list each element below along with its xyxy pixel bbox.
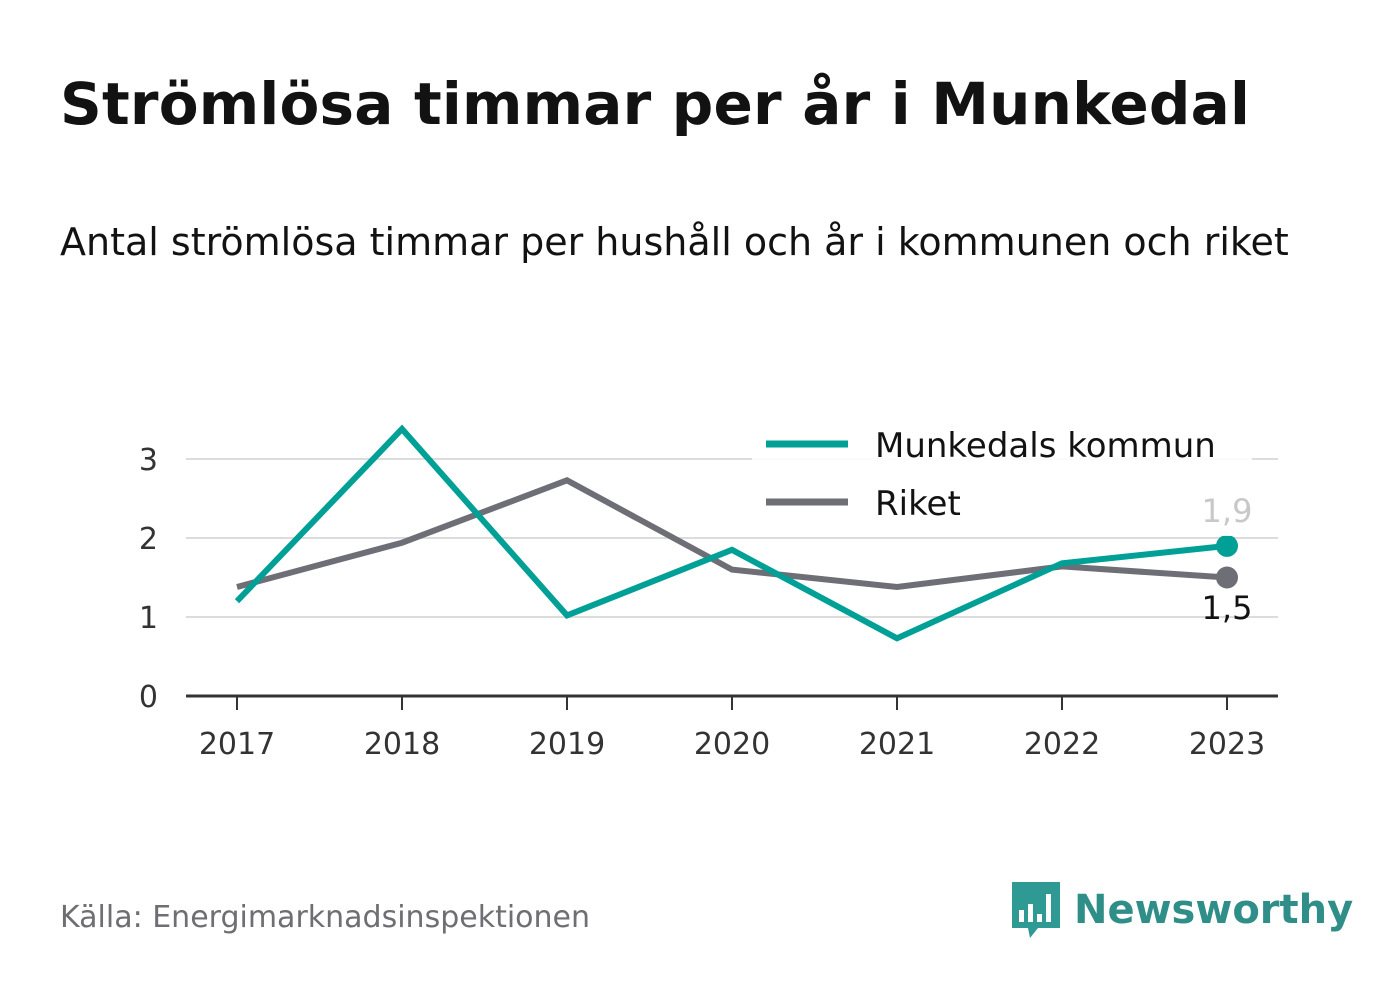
legend-label: Munkedals kommun xyxy=(875,426,1216,466)
brand-name: Newsworthy xyxy=(1074,887,1354,933)
y-tick-label: 1 xyxy=(139,601,158,636)
legend: Munkedals kommun Riket xyxy=(752,418,1252,536)
series-lines xyxy=(234,424,1238,642)
legend-background xyxy=(752,418,1252,536)
end-label-munkedal: 1,9 xyxy=(1202,492,1253,530)
x-tick-label: 2021 xyxy=(859,727,935,762)
x-tick-label: 2020 xyxy=(694,727,770,762)
x-tick-label: 2022 xyxy=(1024,727,1100,762)
y-axis-tick-labels: 0 1 2 3 xyxy=(139,443,158,715)
y-tick-label: 2 xyxy=(139,522,158,557)
x-axis-ticks: 2017 2018 2019 2020 2021 2022 2023 xyxy=(199,696,1265,762)
end-label-riket: 1,5 xyxy=(1202,589,1253,627)
series-end-point-1 xyxy=(1216,566,1238,589)
source-note: Källa: Energimarknadsinspektionen xyxy=(60,900,591,935)
legend-label: Riket xyxy=(875,484,961,524)
series-end-point-0 xyxy=(1216,534,1238,557)
y-tick-label: 0 xyxy=(139,680,158,715)
chart-subtitle: Antal strömlösa timmar per hushåll och å… xyxy=(60,220,1289,264)
x-tick-label: 2019 xyxy=(529,727,605,762)
x-tick-label: 2017 xyxy=(199,727,275,762)
newsworthy-logo-icon xyxy=(1012,882,1060,938)
chart-title: Strömlösa timmar per år i Munkedal xyxy=(60,70,1251,138)
end-value-labels: 1,9 1,5 xyxy=(1202,492,1253,627)
y-tick-label: 3 xyxy=(139,443,158,478)
x-tick-label: 2023 xyxy=(1189,727,1265,762)
brand-logo: Newsworthy xyxy=(1010,878,1353,942)
series-line-0 xyxy=(234,424,1228,642)
x-tick-label: 2018 xyxy=(364,727,440,762)
